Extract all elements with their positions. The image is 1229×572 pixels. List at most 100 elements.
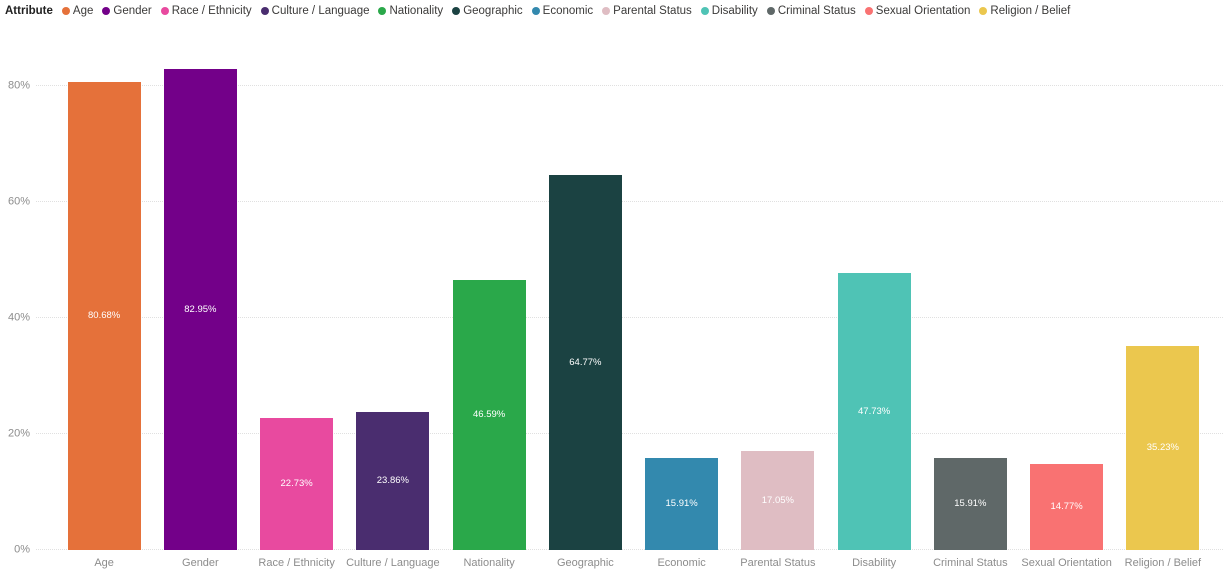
- bar-slot-gender: 82.95%: [152, 40, 248, 550]
- bar-value-label: 64.77%: [569, 356, 602, 368]
- x-axis-label-age: Age: [94, 557, 114, 569]
- legend-item-label: Geographic: [463, 5, 523, 17]
- legend-dot-icon: [260, 7, 269, 15]
- bar-gender[interactable]: 82.95%: [163, 69, 237, 550]
- legend-item-label: Gender: [113, 5, 152, 17]
- x-axis-label-race-ethnicity: Race / Ethnicity: [258, 557, 335, 569]
- bar-slot-religion-belief: 35.23%: [1115, 40, 1211, 550]
- x-axis-label-parental-status: Parental Status: [740, 557, 816, 569]
- bar-race-ethnicity[interactable]: 22.73%: [260, 418, 334, 550]
- legend-item-label: Disability: [711, 5, 758, 17]
- x-axis-label-gender: Gender: [182, 557, 219, 569]
- legend-item-economic[interactable]: Economic: [531, 5, 594, 17]
- y-tick-label: 40%: [7, 311, 30, 324]
- bar-slot-age: 80.68%: [56, 40, 152, 550]
- bar-economic[interactable]: 15.91%: [645, 457, 719, 550]
- legend-item-gender[interactable]: Gender: [102, 5, 152, 17]
- bar-disability[interactable]: 47.73%: [837, 273, 911, 550]
- x-axis: Age Gender Race / Ethnicity Culture / Langu…: [56, 557, 1211, 569]
- bar-slot-criminal-status: 15.91%: [922, 40, 1018, 550]
- bar-slot-geographic: 64.77%: [537, 40, 633, 550]
- bar-value-label: 47.73%: [858, 405, 891, 417]
- x-axis-label-sexual-orientation: Sexual Orientation: [1021, 557, 1112, 569]
- bar-value-label: 46.59%: [473, 409, 506, 421]
- legend-dot-icon: [378, 7, 387, 15]
- bar-slot-race-ethnicity: 22.73%: [249, 40, 345, 550]
- x-axis-label-disability: Disability: [852, 557, 897, 569]
- legend-dot-icon: [531, 7, 540, 15]
- bar-slot-sexual-orientation: 14.77%: [1019, 40, 1115, 550]
- legend-item-label: Age: [72, 5, 94, 17]
- legend-item-label: Criminal Status: [777, 5, 856, 17]
- legend-item-disability[interactable]: Disability: [700, 5, 758, 17]
- bars-container: 80.68% 82.95% 22.73% 23.86% 46.59% 64.77% 15.9…: [56, 40, 1211, 550]
- bar-culture-language[interactable]: 23.86%: [356, 411, 430, 550]
- legend-item-label: Sexual Orientation: [875, 5, 971, 17]
- gridline-20%: [36, 433, 1223, 435]
- gridline-40%: [36, 317, 1223, 319]
- x-axis-label-religion-belief: Religion / Belief: [1124, 557, 1202, 569]
- legend-item-nationality[interactable]: Nationality: [378, 5, 443, 17]
- x-axis-label-nationality: Nationality: [463, 557, 515, 569]
- bar-slot-nationality: 46.59%: [441, 40, 537, 550]
- legend-item-criminal-status[interactable]: Criminal Status: [766, 5, 856, 17]
- y-tick-label: 0%: [14, 543, 30, 556]
- legend-dot-icon: [102, 7, 111, 15]
- x-axis-label-economic: Economic: [657, 557, 706, 569]
- bar-value-label: 35.23%: [1146, 442, 1179, 454]
- bar-religion-belief[interactable]: 35.23%: [1126, 345, 1200, 550]
- legend-dot-icon: [602, 7, 611, 15]
- legend-item-sexual-orientation[interactable]: Sexual Orientation: [864, 5, 971, 17]
- gridline-60%: [36, 201, 1223, 203]
- bar-slot-parental-status: 17.05%: [730, 40, 826, 550]
- legend-dot-icon: [452, 7, 461, 15]
- bar-value-label: 82.95%: [184, 303, 217, 315]
- legend-dot-icon: [700, 7, 709, 15]
- legend-item-label: Race / Ethnicity: [171, 5, 252, 17]
- bar-age[interactable]: 80.68%: [67, 82, 141, 550]
- y-axis: 0% 20% 40% 60% 80%: [0, 40, 30, 555]
- legend-item-label: Religion / Belief: [990, 5, 1071, 17]
- y-tick-label: 60%: [7, 195, 30, 208]
- legend: Attribute Age Gender Race / Ethnicity Cultu…: [5, 3, 1224, 19]
- gridline-0%: [36, 549, 1223, 550]
- legend-dot-icon: [864, 7, 873, 15]
- legend-dot-icon: [61, 7, 70, 15]
- bar-geographic[interactable]: 64.77%: [548, 174, 622, 550]
- legend-item-culture-language[interactable]: Culture / Language: [260, 5, 370, 17]
- bar-value-label: 22.73%: [280, 478, 313, 490]
- bar-value-label: 80.68%: [88, 310, 121, 322]
- legend-item-geographic[interactable]: Geographic: [452, 5, 523, 17]
- legend-title: Attribute: [5, 5, 53, 17]
- bar-value-label: 14.77%: [1050, 501, 1083, 513]
- x-axis-label-geographic: Geographic: [556, 557, 614, 569]
- bar-slot-economic: 15.91%: [634, 40, 730, 550]
- legend-item-race-ethnicity[interactable]: Race / Ethnicity: [160, 5, 252, 17]
- legend-dot-icon: [766, 7, 775, 15]
- bar-value-label: 15.91%: [954, 498, 987, 510]
- legend-item-parental-status[interactable]: Parental Status: [602, 5, 692, 17]
- bar-parental-status[interactable]: 17.05%: [741, 451, 815, 550]
- x-axis-label-criminal-status: Criminal Status: [933, 557, 1008, 569]
- bar-nationality[interactable]: 46.59%: [452, 280, 526, 550]
- bar-value-label: 15.91%: [665, 498, 698, 510]
- legend-dot-icon: [160, 7, 169, 15]
- legend-dot-icon: [979, 7, 988, 15]
- legend-item-age[interactable]: Age: [61, 5, 94, 17]
- plot-area: 80.68% 82.95% 22.73% 23.86% 46.59% 64.77% 15.9…: [36, 40, 1223, 550]
- legend-item-label: Nationality: [389, 5, 444, 17]
- legend-item-religion-belief[interactable]: Religion / Belief: [979, 5, 1070, 17]
- bar-sexual-orientation[interactable]: 14.77%: [1030, 464, 1104, 550]
- legend-item-label: Economic: [542, 5, 594, 17]
- y-tick-label: 80%: [7, 79, 30, 92]
- bar-value-label: 17.05%: [761, 494, 794, 506]
- bar-slot-disability: 47.73%: [826, 40, 922, 550]
- gridline-80%: [36, 85, 1223, 87]
- legend-item-label: Culture / Language: [271, 5, 370, 17]
- x-axis-label-culture-language: Culture / Language: [346, 557, 440, 569]
- y-tick-label: 20%: [7, 427, 30, 440]
- legend-item-label: Parental Status: [613, 5, 692, 17]
- bar-value-label: 23.86%: [376, 475, 409, 487]
- bar-criminal-status[interactable]: 15.91%: [933, 457, 1007, 550]
